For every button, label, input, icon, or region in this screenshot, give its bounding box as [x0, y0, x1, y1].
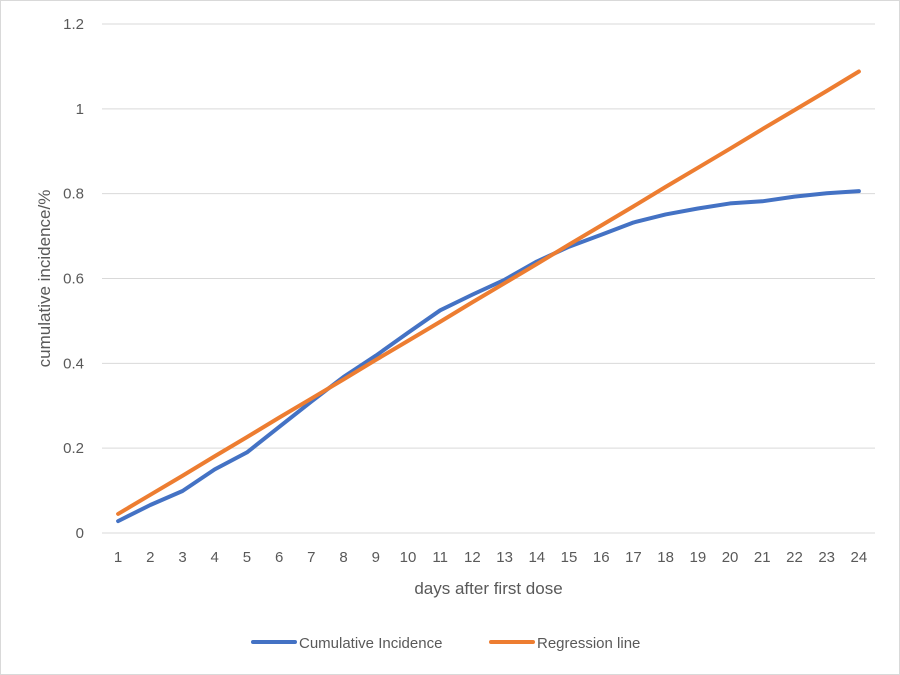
x-tick-label: 10 [400, 549, 417, 566]
gridlines [102, 23, 875, 449]
y-tick-label: 0.4 [63, 355, 84, 372]
y-axis-ticks: 0 0.2 0.4 0.6 0.8 1 1.2 [63, 16, 84, 542]
x-tick-label: 17 [625, 549, 642, 566]
x-tick-label: 1 [114, 549, 122, 566]
x-tick-label: 4 [211, 549, 219, 566]
y-tick-label: 0 [76, 525, 84, 542]
x-tick-label: 19 [690, 549, 707, 566]
x-tick-label: 6 [275, 549, 283, 566]
x-tick-label: 23 [818, 549, 835, 566]
y-axis-title: cumulative incidence/% [35, 190, 54, 368]
x-tick-label: 12 [464, 549, 481, 566]
x-tick-label: 2 [146, 549, 154, 566]
series-layer [116, 69, 861, 524]
x-tick-label: 7 [307, 549, 315, 566]
x-tick-label: 22 [786, 549, 803, 566]
x-tick-label: 16 [593, 549, 610, 566]
x-tick-label: 18 [657, 549, 674, 566]
x-tick-label: 14 [528, 549, 545, 566]
x-tick-label: 8 [339, 549, 347, 566]
x-tick-label: 9 [372, 549, 380, 566]
y-tick-label: 1 [76, 101, 84, 118]
legend-label-cumulative-incidence: Cumulative Incidence [299, 635, 442, 652]
x-tick-label: 24 [851, 549, 868, 566]
y-tick-label: 1.2 [63, 16, 84, 33]
y-tick-label: 0.2 [63, 440, 84, 457]
x-axis-title: days after first dose [414, 579, 562, 598]
x-tick-label: 5 [243, 549, 251, 566]
x-tick-label: 13 [496, 549, 513, 566]
x-tick-label: 15 [561, 549, 578, 566]
x-tick-label: 20 [722, 549, 739, 566]
y-tick-label: 0.8 [63, 186, 84, 203]
legend-label-regression-line: Regression line [537, 635, 640, 652]
x-axis-ticks: 1 2 3 4 5 6 7 8 9 10 11 12 13 14 15 16 17 18 19 20 21 22 23 24 [114, 549, 867, 566]
x-tick-label: 3 [178, 549, 186, 566]
x-tick-label: 11 [432, 549, 448, 566]
series-line-cumulative-incidence [116, 189, 861, 524]
x-tick-label: 21 [754, 549, 771, 566]
legend: Cumulative Incidence Regression line [251, 635, 640, 652]
series-line-regression-line [116, 69, 861, 516]
y-tick-label: 0.6 [63, 271, 84, 288]
